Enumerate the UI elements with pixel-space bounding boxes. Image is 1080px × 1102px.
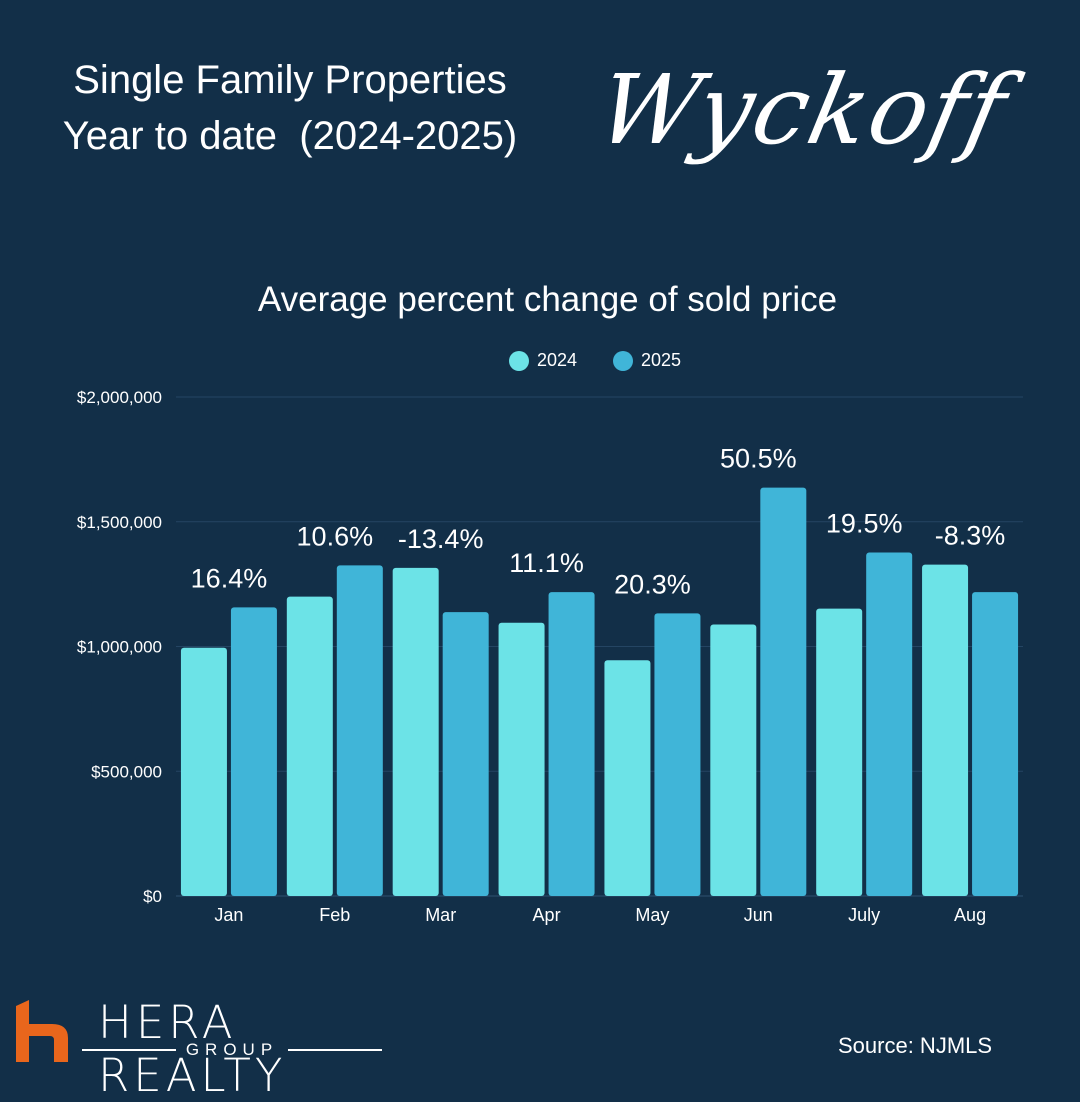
y-tick-label: $500,000: [91, 762, 162, 781]
chart-legend: 2024 2025: [0, 350, 1080, 371]
bar-2024-jun: [710, 624, 757, 896]
change-label: 11.1%: [509, 548, 584, 578]
bar-2024-feb: [286, 596, 333, 896]
legend-item-2024: 2024: [508, 350, 577, 371]
divider-left: [82, 1049, 176, 1051]
legend-item-2025: 2025: [613, 350, 681, 371]
title-line-1: Single Family Properties: [73, 58, 507, 102]
bar-2024-may: [604, 660, 651, 896]
change-label: 10.6%: [297, 521, 374, 551]
divider-right: [288, 1049, 382, 1051]
legend-label-2025: 2025: [641, 350, 682, 370]
source-note: Source: NJMLS: [838, 1033, 993, 1058]
bar-2025-jun: [760, 487, 807, 896]
page-title: Single Family Properties Year to date (2…: [20, 52, 560, 164]
x-tick-label: Feb: [319, 905, 350, 925]
brand-sub-label: GROUP: [185, 1040, 279, 1059]
x-tick-label: Jan: [214, 905, 243, 925]
bar-2025-feb: [336, 565, 383, 896]
bar-2024-apr: [498, 622, 545, 896]
x-tick-label: Jun: [744, 905, 773, 925]
y-tick-label: $0: [143, 887, 162, 906]
bar-2024-aug: [922, 564, 969, 896]
bar-2025-aug: [972, 592, 1019, 896]
bar-2025-mar: [442, 612, 489, 896]
change-label: 19.5%: [826, 508, 903, 538]
legend-label-2024: 2024: [536, 350, 577, 370]
change-label: 20.3%: [614, 569, 691, 599]
x-tick-label: Aug: [954, 905, 986, 925]
bar-2024-july: [816, 608, 863, 896]
change-label: -8.3%: [935, 521, 1006, 551]
house-h-icon: [16, 1000, 68, 1062]
brand-sub: GROUP: [82, 1040, 382, 1060]
bar-2025-jan: [230, 607, 277, 896]
change-label: 16.4%: [191, 563, 268, 593]
x-tick-label: Mar: [425, 905, 456, 925]
y-tick-label: $1,500,000: [77, 513, 162, 532]
legend-swatch-2024: [508, 350, 529, 371]
bar-2024-jan: [180, 647, 227, 896]
y-tick-label: $1,000,000: [77, 638, 162, 657]
y-tick-label: $2,000,000: [77, 388, 162, 407]
x-tick-label: Apr: [533, 905, 561, 925]
change-label: -13.4%: [398, 524, 484, 554]
bar-2025-july: [866, 552, 913, 896]
brand-logo: HERA REALTY GROUP: [16, 996, 396, 1102]
bar-2025-may: [654, 613, 701, 896]
change-label: 50.5%: [720, 444, 797, 474]
chart-title: Average percent change of sold price: [257, 280, 838, 319]
x-tick-label: May: [635, 905, 669, 925]
title-line-2: Year to date (2024-2025): [62, 114, 518, 158]
bar-2024-mar: [392, 567, 439, 896]
bar-2025-apr: [548, 592, 595, 896]
legend-swatch-2025: [613, 350, 633, 371]
x-tick-label: July: [848, 905, 880, 925]
